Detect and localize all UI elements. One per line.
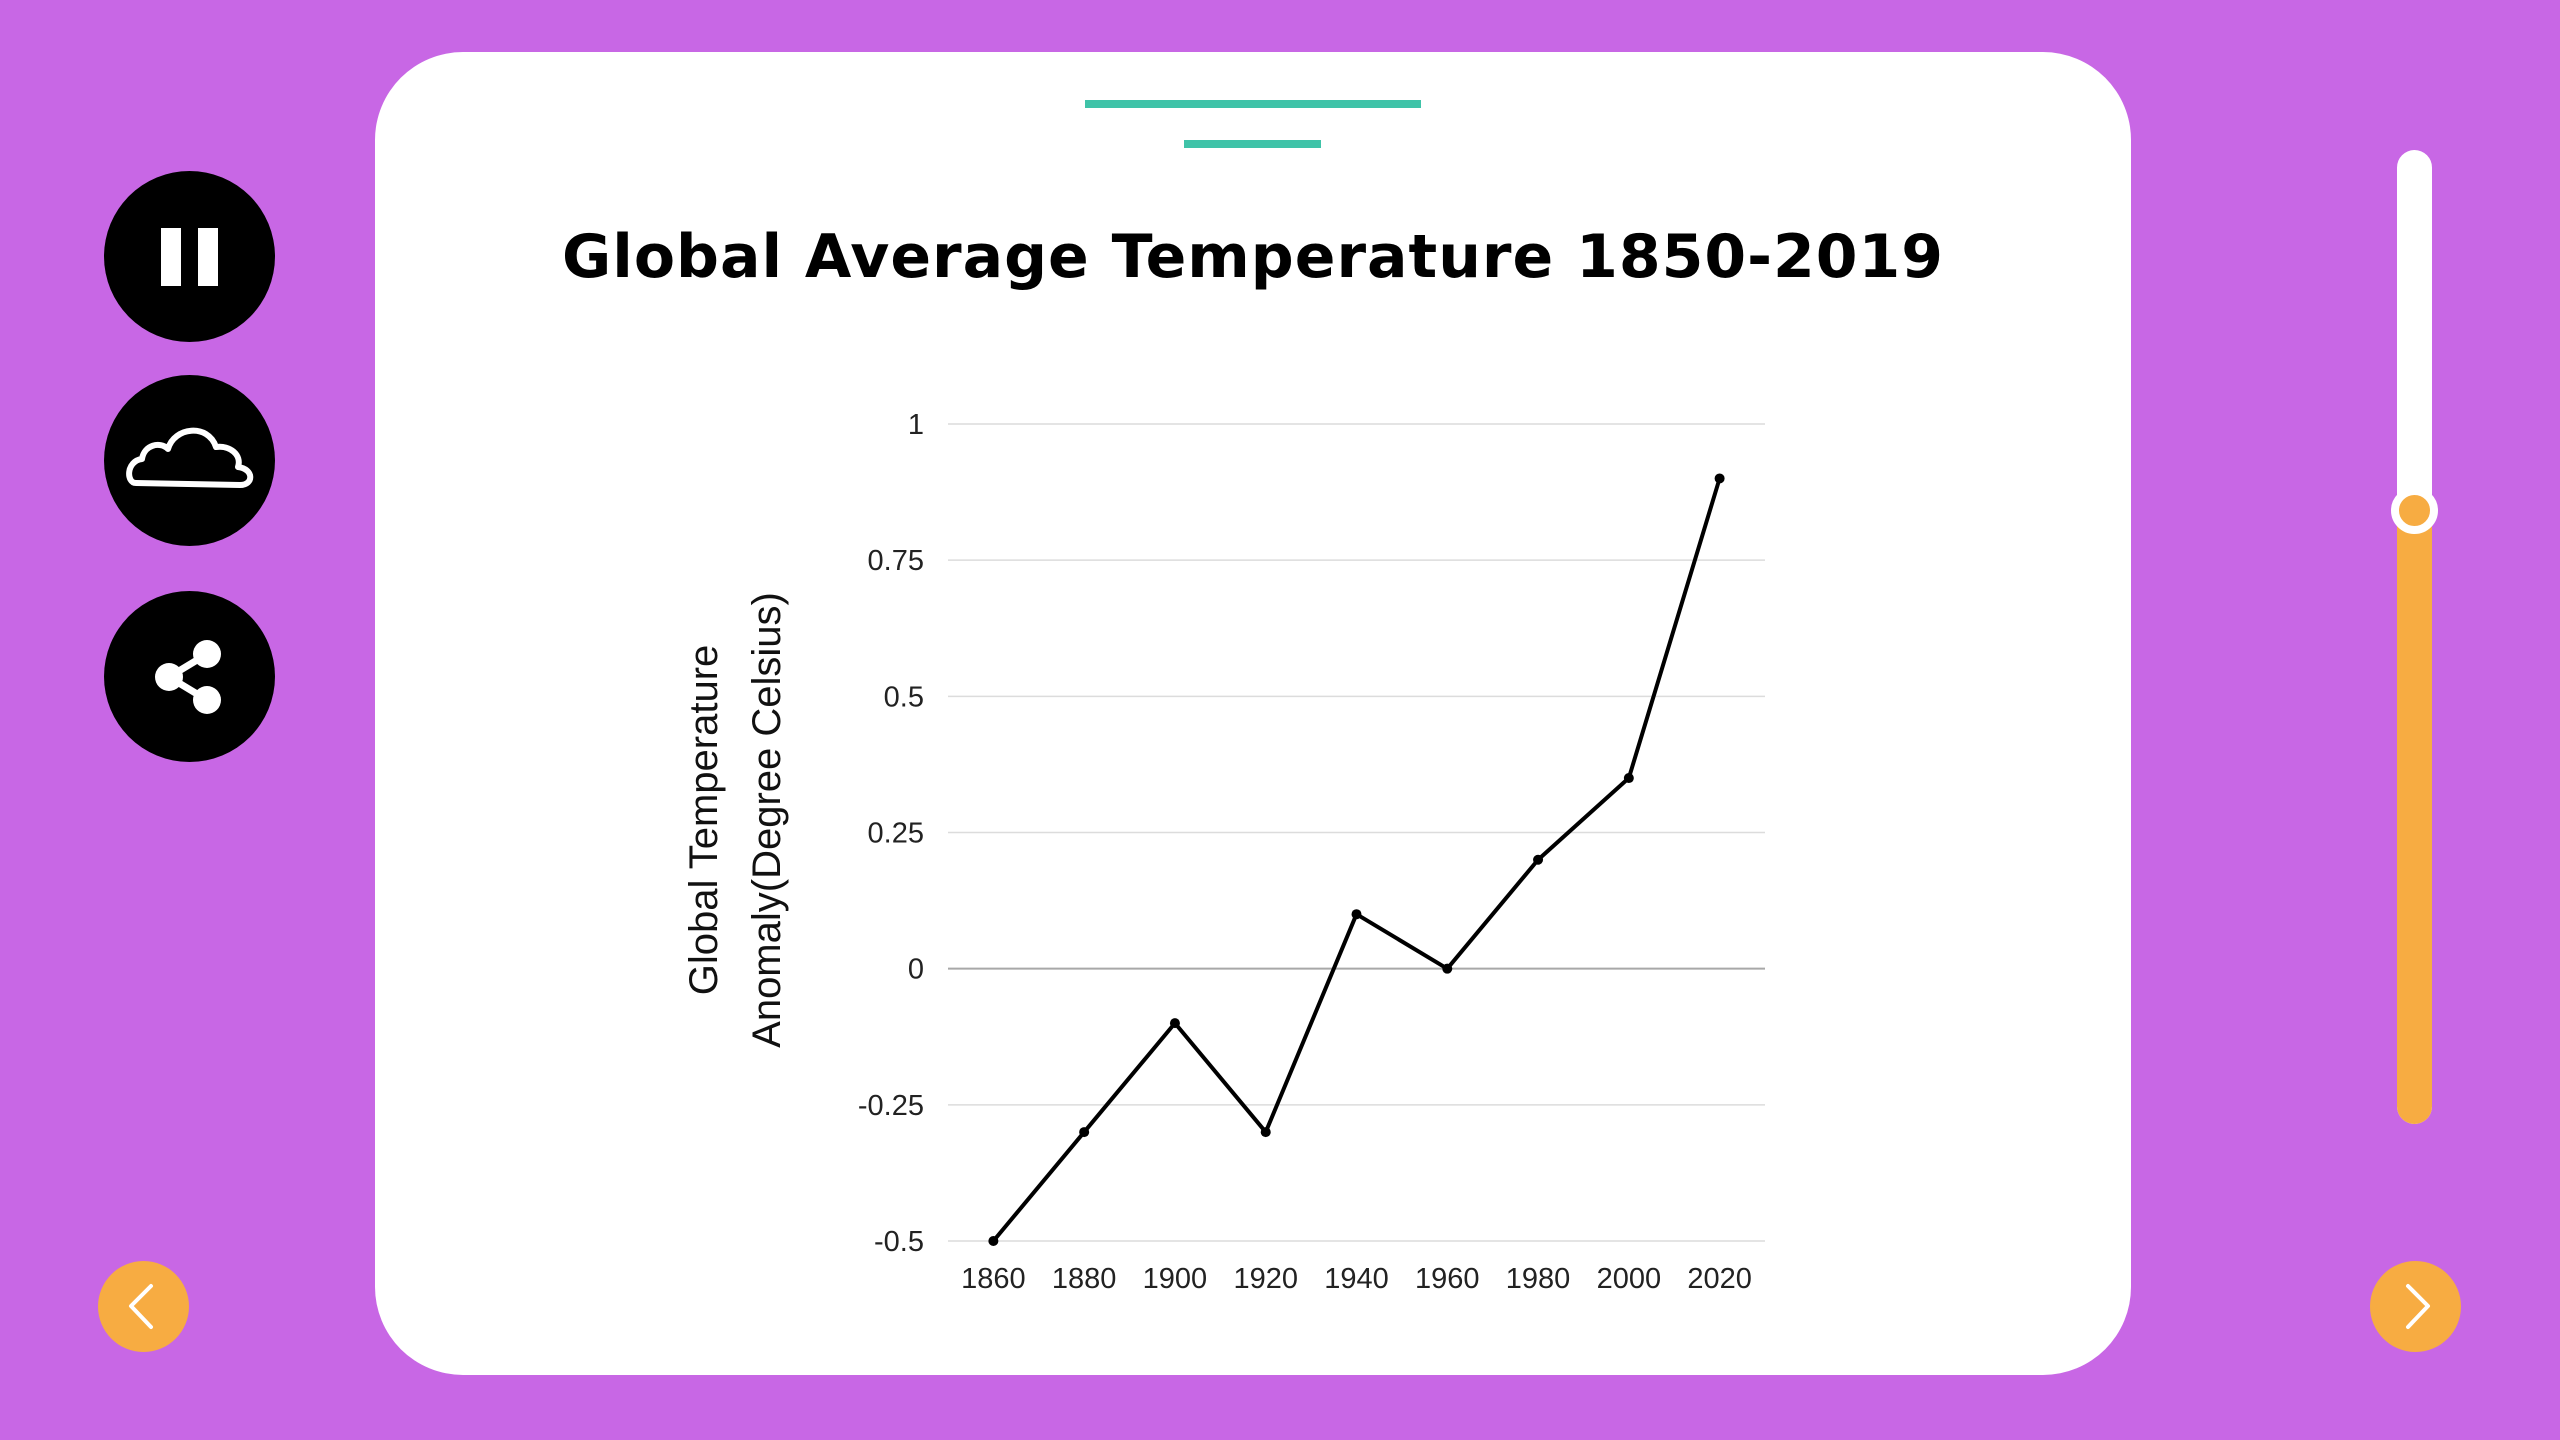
decorative-line-top — [1085, 100, 1421, 108]
y-tick-label: 0 — [908, 954, 924, 986]
data-point — [1351, 909, 1362, 920]
x-tick-label: 1920 — [1233, 1263, 1298, 1295]
y-tick-label: -0.5 — [874, 1226, 924, 1258]
chevron-right-icon — [2406, 1284, 2430, 1329]
data-point — [1260, 1127, 1271, 1138]
series-layer — [988, 473, 1725, 1246]
x-tick-label: 2000 — [1597, 1263, 1662, 1295]
data-point — [1714, 473, 1725, 484]
cloud-icon — [126, 427, 254, 488]
volume-slider[interactable] — [2397, 150, 2432, 1124]
decorative-line-bottom — [1184, 140, 1321, 148]
share-button[interactable] — [104, 591, 275, 762]
x-tick-label: 1980 — [1506, 1263, 1571, 1295]
x-tick-label: 1900 — [1143, 1263, 1208, 1295]
data-point — [988, 1236, 999, 1246]
x-tick-label: 1960 — [1415, 1263, 1480, 1295]
y-axis-title-line-2: Anomaly(Degree Celsius) — [745, 592, 789, 1048]
y-axis-title-line-1: Global Temperature — [682, 645, 726, 996]
pause-icon — [161, 228, 218, 286]
data-point — [1442, 963, 1453, 974]
x-tick-label: 1940 — [1324, 1263, 1389, 1295]
x-tick-label: 2020 — [1687, 1263, 1752, 1295]
page-title: Global Average Temperature 1850-2019 — [562, 222, 1944, 292]
x-axis-ticks: 1860 1880 1900 1920 1940 1960 1980 2000 2020 — [961, 1263, 1752, 1295]
x-tick-label: 1880 — [1052, 1263, 1117, 1295]
series-line — [991, 477, 1722, 1243]
cloud-button[interactable] — [104, 375, 275, 546]
next-button[interactable] — [2370, 1261, 2461, 1352]
y-tick-label: 1 — [908, 409, 924, 441]
slider-fill — [2397, 510, 2432, 1124]
y-tick-label: -0.25 — [858, 1090, 924, 1122]
previous-button[interactable] — [98, 1261, 189, 1352]
share-icon — [155, 640, 221, 714]
grid-lines — [948, 423, 1765, 1242]
pause-button[interactable] — [104, 171, 275, 342]
data-point — [1623, 773, 1634, 784]
data-point — [1079, 1127, 1090, 1138]
slider-handle[interactable] — [2391, 486, 2438, 534]
data-point — [1169, 1018, 1180, 1029]
data-point — [1533, 854, 1544, 865]
y-tick-label: 0.75 — [868, 545, 924, 577]
y-tick-label: 0.25 — [868, 818, 924, 850]
y-axis-ticks: 1 0.75 0.5 0.25 0 -0.25 -0.5 — [858, 409, 924, 1258]
y-tick-label: 0.5 — [884, 681, 924, 713]
x-tick-label: 1860 — [961, 1263, 1026, 1295]
chevron-left-icon — [129, 1284, 153, 1329]
chart-card — [375, 52, 2131, 1375]
